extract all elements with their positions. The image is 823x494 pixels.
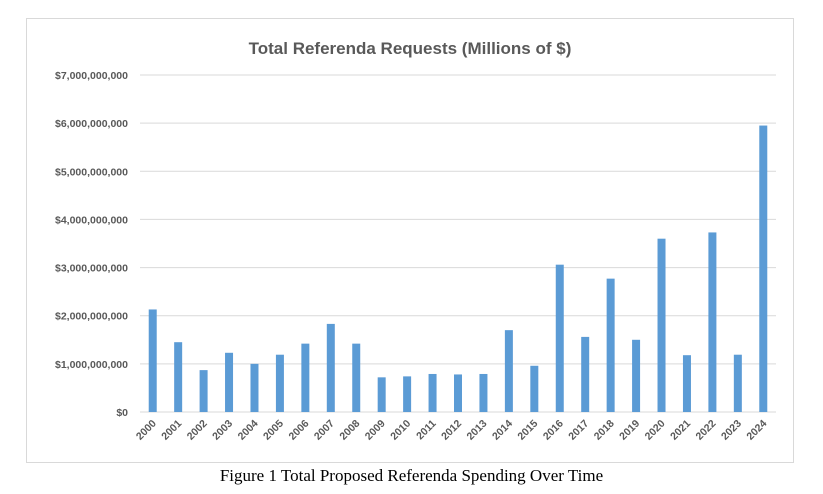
- y-tick-label: $1,000,000,000: [55, 359, 128, 371]
- bar-2011: [428, 373, 437, 412]
- y-tick-label: $5,000,000,000: [55, 166, 128, 178]
- x-tick-label: 2019: [617, 418, 642, 443]
- bar-2004: [250, 363, 259, 412]
- x-tick-label: 2002: [185, 418, 210, 443]
- x-tick-label: 2024: [744, 418, 769, 443]
- bar-2000: [148, 309, 157, 412]
- figure-caption: Figure 1 Total Proposed Referenda Spendi…: [219, 466, 604, 485]
- x-tick-label: 2008: [337, 418, 362, 443]
- bar-2001: [174, 342, 183, 412]
- bar-2008: [352, 343, 361, 412]
- x-tick-label: 2007: [312, 418, 337, 443]
- bar-2023: [733, 354, 742, 412]
- y-tick-label: $3,000,000,000: [55, 263, 128, 275]
- x-tick-label: 2000: [134, 418, 159, 443]
- y-tick-label: $0: [116, 407, 128, 419]
- bar-2019: [632, 339, 641, 412]
- x-tick-label: 2021: [668, 418, 693, 443]
- x-tick-label: 2010: [388, 418, 413, 443]
- x-tick-label: 2012: [439, 418, 464, 443]
- x-tick-label: 2014: [490, 418, 515, 443]
- bar-2013: [479, 373, 488, 412]
- x-tick-label: 2003: [210, 418, 235, 443]
- bar-2018: [606, 278, 615, 412]
- x-tick-label: 2009: [363, 418, 388, 443]
- bar-2024: [759, 125, 768, 413]
- bar-2007: [326, 323, 335, 412]
- x-tick-label: 2016: [541, 418, 566, 443]
- bar-2009: [377, 377, 386, 412]
- bar-2020: [657, 238, 666, 412]
- x-tick-label: 2004: [236, 418, 261, 443]
- x-tick-label: 2018: [592, 418, 617, 443]
- bars: [148, 125, 768, 413]
- y-axis-ticks: $0 $1,000,000,000 $2,000,000,000 $3,000,000…: [55, 70, 128, 419]
- bar-2010: [403, 376, 412, 412]
- bar-2003: [225, 352, 234, 412]
- bar-2022: [708, 232, 717, 412]
- chart-title: Total Referenda Requests (Millions of $): [248, 39, 572, 58]
- bar-2014: [504, 330, 513, 412]
- x-tick-label: 2020: [643, 418, 668, 443]
- x-tick-label: 2022: [694, 418, 719, 443]
- bar-2021: [682, 355, 691, 412]
- bar-2006: [301, 343, 310, 412]
- bar-2002: [199, 370, 208, 412]
- x-tick-label: 2006: [286, 418, 311, 443]
- bar-2017: [581, 336, 590, 412]
- bar-2015: [530, 365, 539, 412]
- x-tick-label: 2017: [566, 418, 591, 443]
- x-tick-label: 2015: [515, 418, 540, 443]
- y-tick-label: $2,000,000,000: [55, 311, 128, 323]
- bar-2016: [555, 264, 564, 412]
- gridlines: [140, 74, 776, 413]
- y-tick-label: $4,000,000,000: [55, 214, 128, 226]
- bar-2005: [275, 354, 284, 412]
- bar-2012: [454, 374, 462, 412]
- x-tick-label: 2001: [159, 418, 184, 443]
- x-axis-ticks: 2000 2001 2002 2003 2004 2005 2006 2007 2008 2009…: [134, 418, 770, 443]
- y-tick-label: $6,000,000,000: [55, 118, 128, 130]
- x-tick-label: 2023: [719, 418, 744, 443]
- x-tick-label: 2013: [465, 418, 490, 443]
- x-tick-label: 2011: [414, 418, 439, 443]
- x-tick-label: 2005: [261, 418, 286, 443]
- y-tick-label: $7,000,000,000: [55, 70, 128, 82]
